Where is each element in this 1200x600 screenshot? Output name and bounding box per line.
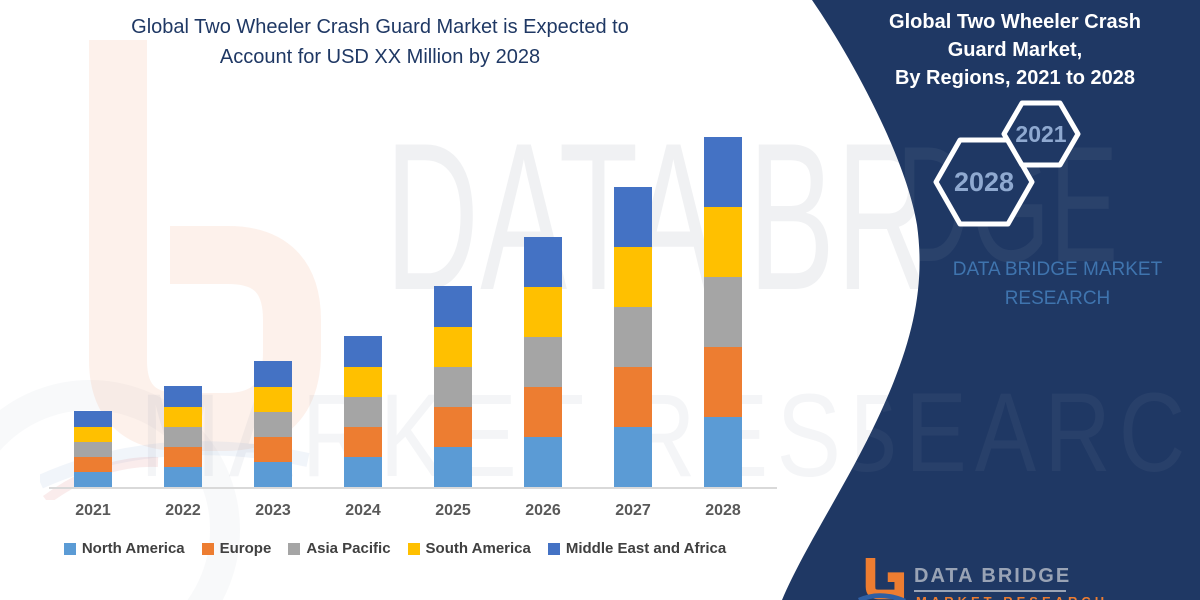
bar-segment-2028-asia-pacific [704, 277, 742, 347]
legend-item-europe: Europe [201, 540, 272, 557]
legend-label: South America [425, 540, 531, 557]
panel-watermark-row2: SEARCH [836, 368, 1200, 497]
x-axis-label-2023: 2023 [255, 502, 291, 519]
chart-legend: North America Europe Asia Pacific South Ame… [15, 540, 775, 557]
bar-2027 [614, 187, 652, 487]
bar-segment-2026-south-america [524, 287, 562, 337]
bar-segment-2023-north-america [254, 462, 292, 487]
footer-logo-subtext: MARKET RESEARCH [916, 594, 1108, 600]
bar-segment-2022-middle-east-and-africa [164, 386, 202, 407]
legend-label: Europe [219, 540, 272, 557]
bar-segment-2027-middle-east-and-africa [614, 187, 652, 247]
footer-logo-underline [914, 590, 1066, 592]
bar-segment-2026-europe [524, 387, 562, 437]
legend-item-south-america: South America [407, 540, 531, 557]
bar-segment-2025-asia-pacific [434, 367, 472, 407]
bar-segment-2021-north-america [74, 472, 112, 487]
bar-segment-2021-middle-east-and-africa [74, 411, 112, 427]
data-bridge-b-icon [858, 558, 906, 600]
bar-segment-2024-europe [344, 427, 382, 457]
bar-segment-2027-north-america [614, 427, 652, 487]
bar-segment-2028-middle-east-and-africa [704, 137, 742, 207]
footer-logo: DATA BRIDGE MARKET RESEARCH [842, 556, 1104, 600]
legend-swatch-icon [288, 542, 301, 555]
bar-segment-2025-south-america [434, 327, 472, 367]
bar-segment-2022-asia-pacific [164, 427, 202, 447]
hexagon-2021-label: 2021 [1015, 121, 1066, 147]
panel-title-line1: Global Two Wheeler Crash [889, 11, 1141, 33]
bar-2026 [524, 237, 562, 487]
x-axis-label-2028: 2028 [705, 502, 741, 519]
bar-segment-2027-asia-pacific [614, 307, 652, 367]
legend-swatch-icon [63, 542, 76, 555]
chart-title-line1: Global Two Wheeler Crash Guard Market is… [131, 16, 629, 38]
bar-segment-2026-asia-pacific [524, 337, 562, 387]
bar-segment-2022-south-america [164, 407, 202, 427]
bar-segment-2024-middle-east-and-africa [344, 336, 382, 367]
x-axis-label-2026: 2026 [525, 502, 561, 519]
hexagon-2028-label: 2028 [954, 167, 1014, 197]
bar-segment-2024-south-america [344, 367, 382, 397]
brand-text: DATA BRIDGE MARKET RESEARCH [900, 255, 1200, 313]
x-axis-label-2027: 2027 [615, 502, 651, 519]
legend-label: Asia Pacific [306, 540, 391, 557]
footer-logo-name: DATA BRIDGE [914, 565, 1072, 587]
bar-2024 [344, 336, 382, 487]
bar-segment-2022-europe [164, 447, 202, 467]
bar-segment-2021-south-america [74, 427, 112, 442]
bar-segment-2028-europe [704, 347, 742, 417]
legend-item-middle-east-and-africa: Middle East and Africa [547, 540, 727, 557]
bar-2025 [434, 286, 472, 487]
bar-2022 [164, 386, 202, 487]
panel-title-line3: By Regions, 2021 to 2028 [894, 67, 1136, 89]
bar-segment-2021-europe [74, 457, 112, 472]
legend-swatch-icon [201, 542, 214, 555]
bar-segment-2023-europe [254, 437, 292, 462]
bar-segment-2027-europe [614, 367, 652, 427]
bar-2021 [74, 411, 112, 487]
bar-segment-2028-south-america [704, 207, 742, 277]
legend-label: Middle East and Africa [565, 540, 727, 557]
x-axis-label-2024: 2024 [345, 502, 381, 519]
bar-segment-2025-north-america [434, 447, 472, 487]
chart-title-line2: Account for USD XX Million by 2028 [219, 46, 541, 68]
x-axis-line [49, 487, 777, 489]
legend-item-north-america: North America [63, 540, 185, 557]
bar-segment-2026-north-america [524, 437, 562, 487]
panel-title: Global Two Wheeler Crash Guard Market, B… [850, 8, 1180, 92]
brand-text-line2: RESEARCH [1004, 288, 1111, 309]
bar-2028 [704, 137, 742, 487]
bar-2023 [254, 361, 292, 487]
bar-segment-2023-middle-east-and-africa [254, 361, 292, 387]
bar-segment-2023-asia-pacific [254, 412, 292, 437]
year-hexagons: 2028 2021 [933, 100, 1081, 227]
legend-label: North America [81, 540, 185, 557]
legend-swatch-icon [407, 542, 420, 555]
bar-segment-2028-north-america [704, 417, 742, 487]
x-axis-label-2021: 2021 [75, 502, 111, 519]
legend-item-asia-pacific: Asia Pacific [288, 540, 391, 557]
panel-title-line2: Guard Market, [947, 39, 1083, 61]
legend-swatch-icon [547, 542, 560, 555]
bar-segment-2026-middle-east-and-africa [524, 237, 562, 287]
bar-segment-2024-asia-pacific [344, 397, 382, 427]
bar-segment-2024-north-america [344, 457, 382, 487]
x-axis-label-2025: 2025 [435, 502, 471, 519]
x-axis-label-2022: 2022 [165, 502, 201, 519]
bar-segment-2025-middle-east-and-africa [434, 286, 472, 327]
bar-segment-2025-europe [434, 407, 472, 447]
bar-segment-2022-north-america [164, 467, 202, 487]
brand-text-line1: DATA BRIDGE MARKET [952, 259, 1163, 280]
bar-segment-2021-asia-pacific [74, 442, 112, 457]
bar-segment-2027-south-america [614, 247, 652, 307]
chart-title: Global Two Wheeler Crash Guard Market is… [70, 12, 690, 72]
bar-segment-2023-south-america [254, 387, 292, 412]
